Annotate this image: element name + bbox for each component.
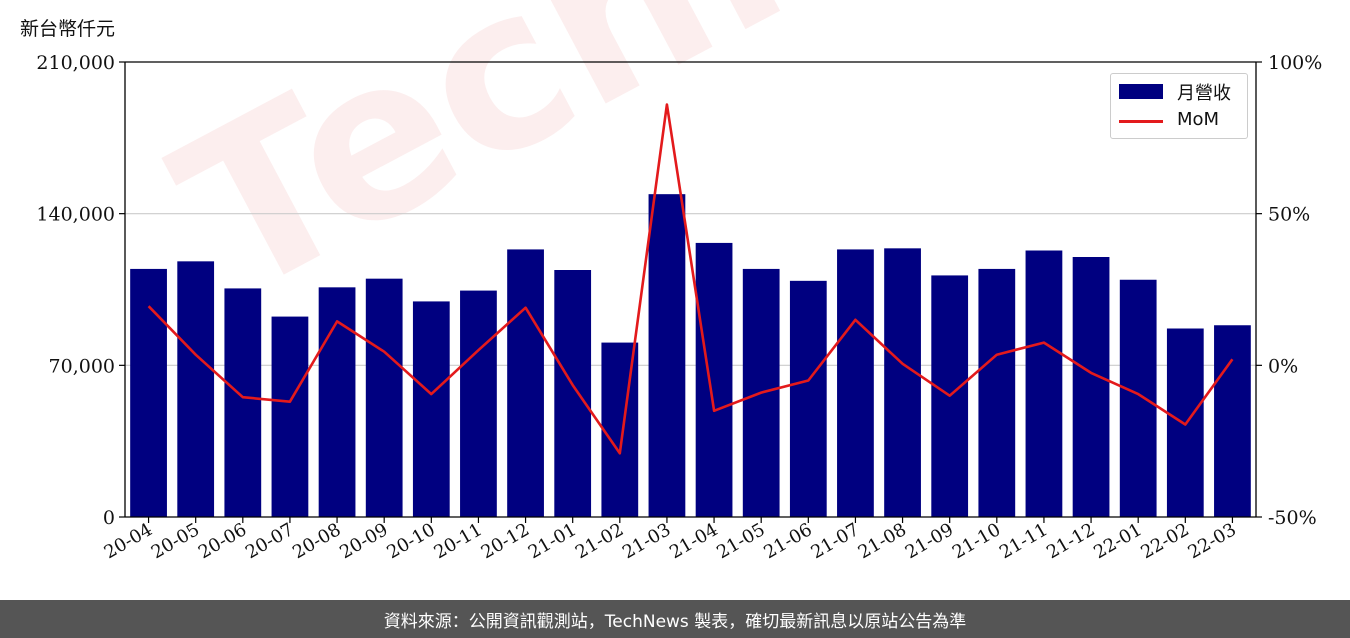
y-tick-label-left: 140,000 [36,204,115,226]
bar [177,261,215,517]
bar [554,270,592,517]
legend-label-revenue: 月營收 [1177,83,1231,104]
bar [789,280,827,517]
x-tick-label: 21-12 [1043,519,1098,563]
bar [1214,325,1251,517]
bar [412,301,450,517]
legend: 月營收 MoM [1110,73,1248,139]
x-tick-label: 20-08 [289,519,344,563]
x-tick-label: 21-08 [855,519,910,563]
x-tick-label: 22-03 [1184,519,1239,563]
x-tick-label: 21-05 [713,519,768,563]
x-tick-label: 21-06 [760,519,815,563]
bar [1072,257,1110,517]
x-tick-label: 20-10 [383,519,438,563]
x-tick-label: 21-11 [996,519,1051,563]
bar [1025,250,1063,517]
bar [884,248,921,518]
bar [271,316,309,517]
bar [130,268,167,517]
legend-item-revenue: 月營收 [1111,77,1247,105]
bar [365,278,403,517]
y-tick-label-left: 0 [103,507,115,529]
legend-swatch-mom [1119,120,1163,123]
x-tick-label: 20-11 [430,519,485,563]
x-tick-label: 22-01 [1090,519,1145,563]
x-tick-label: 21-09 [902,519,957,563]
bar [318,287,356,517]
chart: 070,000140,000210,000-50%0%50%100%20-042… [36,52,1322,563]
bar [460,290,497,517]
footer-text: 資料來源：公開資訊觀測站，TechNews 製表，確切最新訊息以原站公告為準 [383,611,967,632]
bar [1119,279,1157,517]
bar [507,249,544,517]
y-tick-label-right: 0% [1268,355,1298,377]
bar [837,249,874,517]
bar [648,194,686,517]
legend-label-mom: MoM [1177,109,1220,130]
bar [978,268,1016,517]
x-tick-label: 20-09 [336,519,391,563]
x-tick-label: 20-06 [195,519,250,563]
x-tick-label: 21-04 [666,519,721,563]
legend-item-mom: MoM [1111,107,1247,135]
bar [601,342,639,517]
bar [695,242,733,517]
bar [224,288,262,517]
x-tick-label: 20-05 [148,519,203,563]
y-tick-label-right: 100% [1268,52,1322,74]
mom-line [147,103,1234,455]
x-tick-label: 20-07 [242,519,297,563]
x-tick-label: 21-07 [807,519,862,563]
y-tick-label-right: 50% [1268,204,1310,226]
footer: 資料來源：公開資訊觀測站，TechNews 製表，確切最新訊息以原站公告為準 [0,600,1350,638]
x-tick-label: 20-12 [478,519,533,563]
x-tick-label: 21-10 [949,519,1004,563]
x-tick-label: 22-02 [1137,519,1192,563]
x-tick-label: 21-02 [572,519,627,563]
y-tick-label-left: 210,000 [36,52,115,74]
x-tick-label: 21-01 [525,519,580,563]
x-tick-label: 21-03 [619,519,674,563]
y-tick-label-right: -50% [1268,507,1317,529]
y-tick-label-left: 70,000 [49,355,115,377]
legend-swatch-revenue [1119,84,1163,99]
unit-label: 新台幣仟元 [20,18,116,40]
